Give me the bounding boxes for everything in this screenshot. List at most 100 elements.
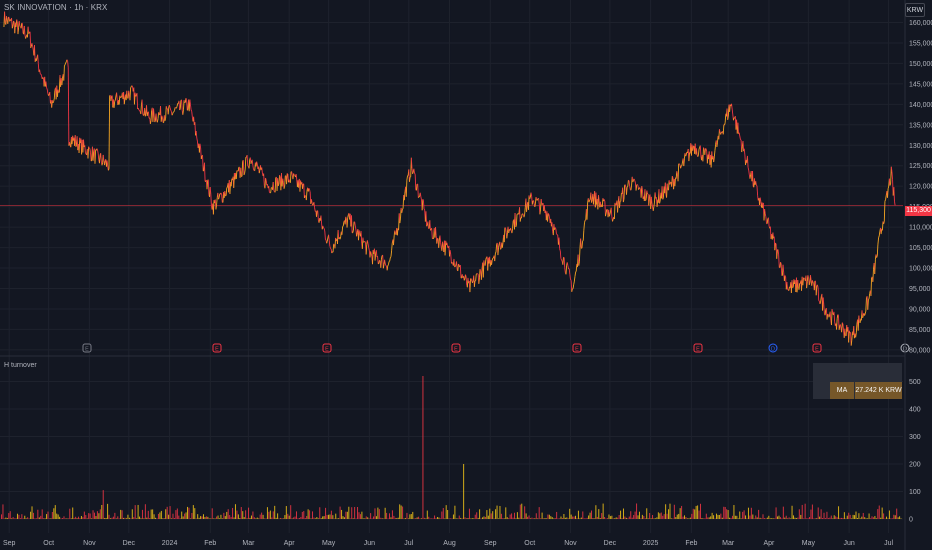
event-markers[interactable]: EEEEEEEDD bbox=[82, 343, 910, 353]
price-segment bbox=[787, 288, 789, 291]
price-segment bbox=[664, 182, 667, 195]
price-segment bbox=[367, 243, 370, 248]
volume-bar bbox=[8, 513, 10, 519]
price-segment bbox=[748, 170, 750, 175]
price-segment bbox=[640, 186, 643, 198]
price-segment bbox=[683, 158, 685, 167]
price-segment bbox=[583, 222, 585, 231]
price-segment bbox=[515, 225, 517, 228]
price-segment bbox=[414, 174, 417, 190]
volume-bar bbox=[673, 504, 675, 519]
volume-bar bbox=[859, 518, 861, 519]
earnings-marker[interactable]: E bbox=[693, 343, 703, 353]
price-segment bbox=[811, 280, 814, 283]
price-segment bbox=[603, 199, 606, 202]
volume-bar bbox=[643, 515, 645, 519]
price-segment bbox=[574, 272, 577, 277]
volume-bar bbox=[112, 516, 114, 519]
volume-bar bbox=[426, 510, 428, 519]
volume-bar bbox=[733, 505, 735, 519]
volume-bar bbox=[704, 518, 706, 519]
earnings-marker[interactable]: E bbox=[812, 343, 822, 353]
volume-bar bbox=[451, 518, 453, 519]
earnings-marker[interactable]: E bbox=[322, 343, 332, 353]
earnings-marker[interactable]: E bbox=[82, 343, 92, 353]
volume-bar bbox=[201, 516, 203, 519]
volume-bar bbox=[878, 505, 880, 519]
volume-bar bbox=[611, 515, 613, 519]
volume-bar bbox=[207, 516, 209, 519]
price-segment bbox=[344, 216, 347, 225]
price-segment bbox=[304, 195, 307, 197]
volume-bar bbox=[313, 517, 315, 519]
volume-bar bbox=[634, 511, 636, 519]
price-segment bbox=[630, 185, 633, 191]
price-segment bbox=[273, 190, 275, 192]
volume-bar bbox=[226, 511, 228, 519]
price-segment bbox=[440, 242, 442, 248]
price-segment bbox=[32, 45, 34, 50]
price-segment bbox=[184, 101, 186, 104]
volume-bar bbox=[69, 508, 71, 519]
price-segment bbox=[752, 171, 754, 187]
volume-bar bbox=[839, 517, 841, 519]
price-segment bbox=[46, 89, 49, 94]
volume-bar bbox=[734, 515, 736, 519]
price-segment bbox=[435, 227, 437, 236]
price-segment bbox=[179, 100, 182, 109]
price-segment bbox=[697, 154, 699, 157]
earnings-marker[interactable]: E bbox=[572, 343, 582, 353]
price-segment bbox=[792, 286, 794, 289]
svg-text:D: D bbox=[771, 347, 775, 353]
currency-button[interactable]: KRW bbox=[905, 3, 925, 17]
volume-bar bbox=[259, 514, 261, 519]
volume-bar bbox=[320, 518, 322, 519]
volume-bar bbox=[572, 516, 574, 519]
volume-bar bbox=[717, 514, 719, 519]
volume-bar bbox=[18, 514, 20, 519]
price-segment bbox=[463, 278, 466, 281]
volume-bar bbox=[871, 516, 873, 519]
volume-bar bbox=[726, 509, 728, 519]
volume-bar bbox=[335, 513, 337, 519]
price-segment bbox=[53, 90, 56, 100]
price-segment bbox=[87, 146, 90, 159]
volume-bar bbox=[888, 510, 890, 519]
volume-bar bbox=[303, 511, 305, 519]
price-segment bbox=[759, 197, 762, 202]
volume-bar bbox=[400, 505, 402, 519]
volume-bar bbox=[689, 517, 691, 519]
price-segment bbox=[391, 243, 393, 251]
price-segment bbox=[90, 152, 92, 162]
volume-bar bbox=[468, 508, 470, 519]
price-segment bbox=[839, 324, 842, 329]
volume-bar bbox=[384, 507, 386, 519]
volume-series bbox=[1, 376, 902, 519]
price-segment bbox=[140, 104, 142, 114]
price-segment bbox=[139, 110, 141, 112]
price-segment bbox=[716, 142, 718, 148]
price-segment bbox=[237, 167, 240, 172]
volume-bar bbox=[729, 517, 731, 519]
earnings-marker[interactable]: E bbox=[212, 343, 222, 353]
price-segment bbox=[514, 212, 517, 227]
volume-bar bbox=[534, 518, 536, 519]
earnings-marker[interactable]: E bbox=[451, 343, 461, 353]
price-segment bbox=[406, 175, 408, 181]
price-segment bbox=[49, 92, 51, 104]
price-segment bbox=[756, 185, 759, 196]
dividend-marker[interactable]: D bbox=[768, 343, 778, 353]
price-segment bbox=[478, 277, 480, 284]
volume-bar bbox=[583, 518, 585, 519]
volume-bar bbox=[765, 518, 767, 519]
price-segment bbox=[246, 155, 249, 166]
volume-bar bbox=[428, 516, 430, 519]
volume-bar bbox=[579, 518, 581, 519]
price-segment bbox=[84, 145, 86, 154]
price-segment bbox=[666, 183, 669, 190]
price-segment bbox=[179, 108, 181, 111]
volume-bar bbox=[146, 517, 148, 519]
volume-bar bbox=[38, 517, 40, 519]
price-segment bbox=[639, 187, 641, 191]
